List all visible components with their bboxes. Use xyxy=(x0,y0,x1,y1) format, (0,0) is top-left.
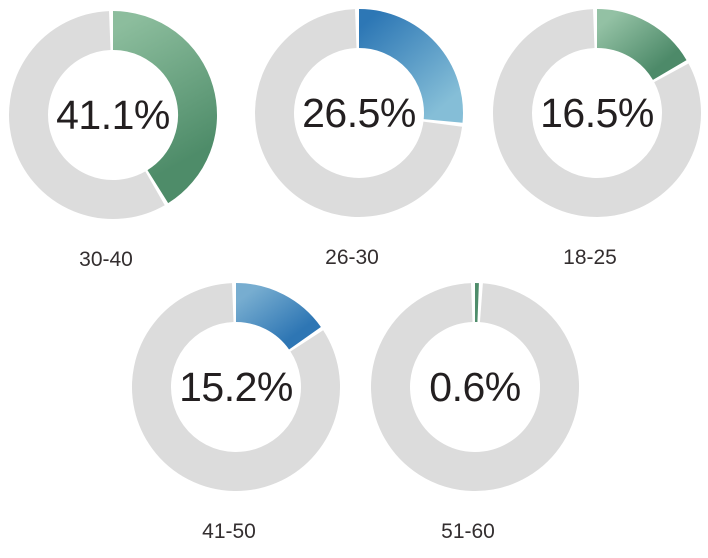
donut-category-label: 30-40 xyxy=(79,248,133,271)
donut-chart-26-30: 26.5% 26-30 xyxy=(254,8,464,269)
donut-percent-value: 0.6% xyxy=(429,363,521,410)
donut-chart-30-40: 41.1% 30-40 xyxy=(8,10,218,271)
donut-category-label: 51-60 xyxy=(441,520,495,543)
donut-category-label: 26-30 xyxy=(325,246,379,269)
donut-percent-value: 26.5% xyxy=(302,89,416,136)
donut-ring-26-30 xyxy=(255,9,463,217)
donut-chart-41-50: 15.2% 41-50 xyxy=(131,282,341,543)
donut-percent-value: 41.1% xyxy=(56,91,170,138)
donut-chart-18-25: 16.5% 18-25 xyxy=(492,8,702,269)
donut-ring-51-60 xyxy=(371,283,579,491)
donut-ring-30-40 xyxy=(9,11,217,219)
donut-percent-value: 16.5% xyxy=(540,89,654,136)
donut-ring-18-25 xyxy=(493,9,701,217)
donut-category-label: 41-50 xyxy=(202,520,256,543)
donut-ring-41-50 xyxy=(132,283,340,491)
donut-category-label: 18-25 xyxy=(563,246,617,269)
donut-percent-value: 15.2% xyxy=(179,363,293,410)
donut-chart-51-60: 0.6% 51-60 xyxy=(370,282,580,543)
